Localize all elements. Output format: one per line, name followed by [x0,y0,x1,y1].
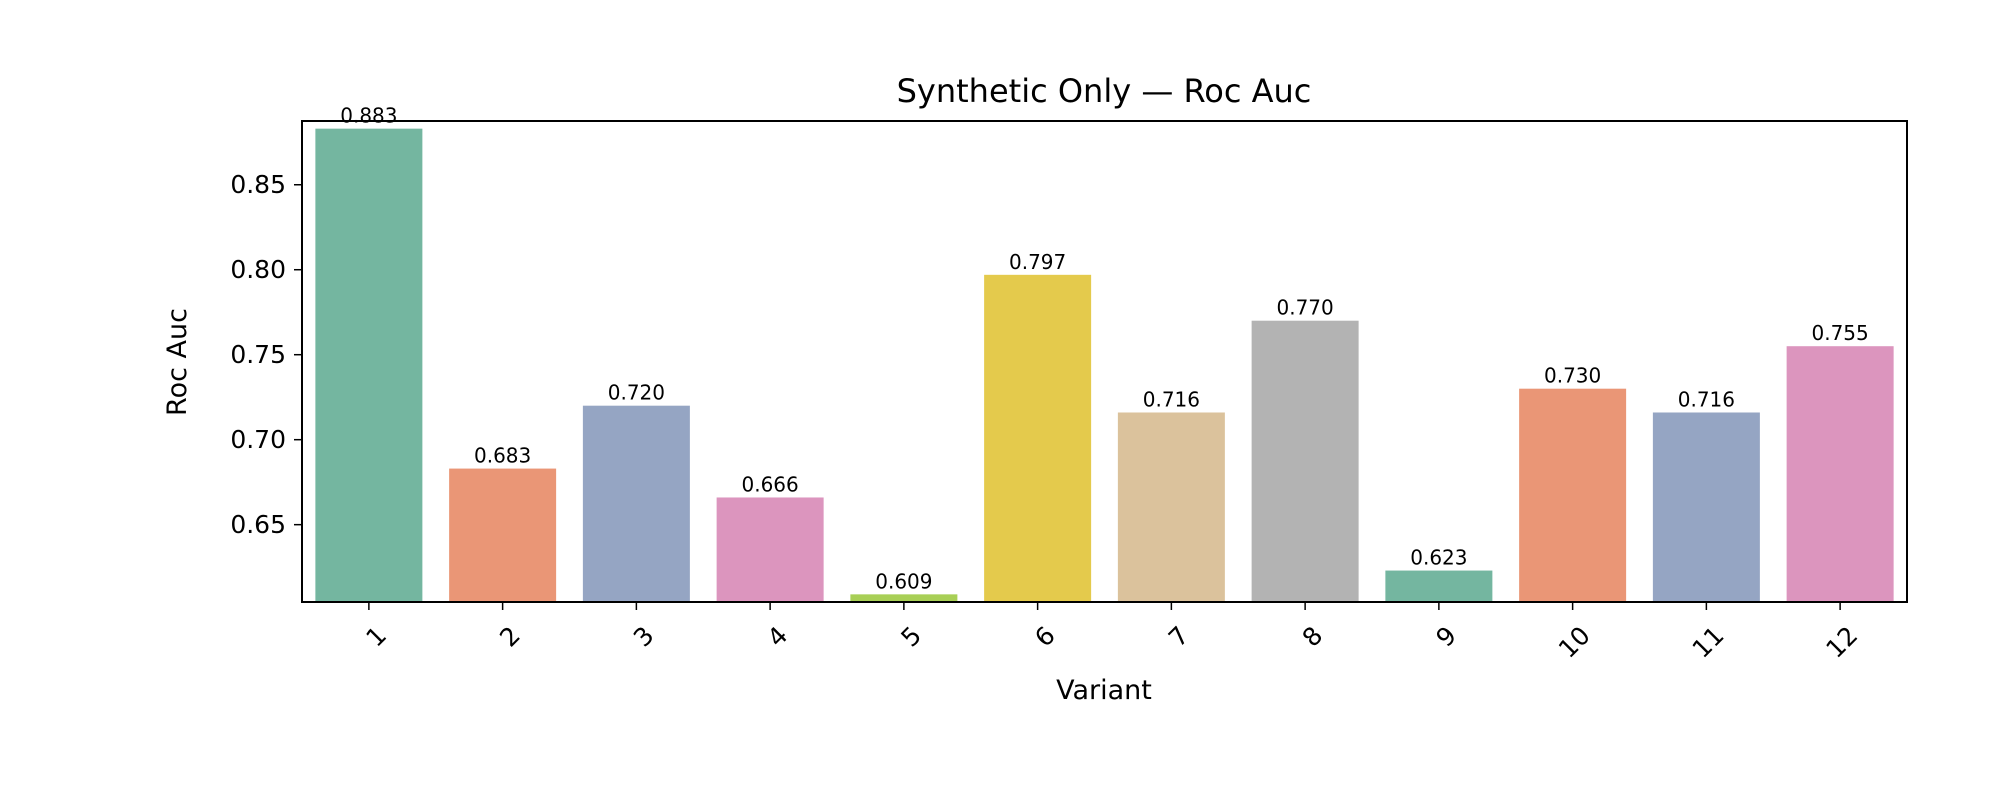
bar-2 [449,468,557,602]
x-tick-label: 1 [360,621,392,653]
data-label-5: 0.609 [875,569,932,593]
x-tick-label: 7 [1163,621,1195,653]
x-tick-label: 4 [762,621,794,653]
plot-frame [301,120,1908,603]
bar-5 [850,594,958,602]
y-tick-label: 0.80 [230,255,286,284]
y-axis-title: Roc Auc [162,308,193,416]
y-tick-label: 0.70 [230,425,286,454]
data-label-10: 0.730 [1544,364,1601,388]
data-label-9: 0.623 [1410,546,1467,570]
data-label-12: 0.755 [1811,321,1868,345]
bars-group [315,128,1894,602]
data-label-3: 0.720 [608,381,665,405]
y-tick-label: 0.75 [230,340,286,369]
x-tick-label: 9 [1430,621,1462,653]
y-tick-label: 0.65 [230,510,286,539]
bar-4 [716,497,824,602]
bar-8 [1251,320,1359,602]
data-label-11: 0.716 [1678,387,1735,411]
bar-9 [1385,570,1493,602]
y-tick-label: 0.85 [230,170,286,199]
x-tick-label: 10 [1553,621,1596,664]
x-tick-label: 12 [1820,621,1863,664]
x-axis-title: Variant [1056,675,1152,706]
x-axis: 1 2 3 4 5 6 7 8 9 10 11 12 [360,602,1863,664]
data-label-1: 0.883 [340,104,397,128]
bar-11 [1652,412,1760,602]
data-label-7: 0.716 [1143,387,1200,411]
x-tick-label: 6 [1029,621,1061,653]
data-label-2: 0.683 [474,444,531,468]
bar-3 [582,405,690,602]
data-labels-group: 0.883 0.683 0.720 0.666 0.609 0.797 0.716 0.770… [340,104,1869,594]
x-tick-label: 2 [494,621,526,653]
x-tick-label: 5 [895,621,927,653]
bar-7 [1117,412,1225,602]
chart-title: Synthetic Only — Roc Auc [897,72,1312,110]
x-tick-label: 3 [628,621,660,653]
bar-12 [1786,346,1894,602]
data-label-6: 0.797 [1009,250,1066,274]
y-axis: 0.65 0.70 0.75 0.80 0.85 [230,170,302,539]
data-label-4: 0.666 [741,472,798,496]
x-tick-label: 8 [1297,621,1329,653]
bar-10 [1519,388,1627,602]
data-label-8: 0.770 [1276,296,1333,320]
x-tick-label: 11 [1687,621,1730,664]
bar-6 [984,274,1092,602]
bar-1 [315,128,423,602]
